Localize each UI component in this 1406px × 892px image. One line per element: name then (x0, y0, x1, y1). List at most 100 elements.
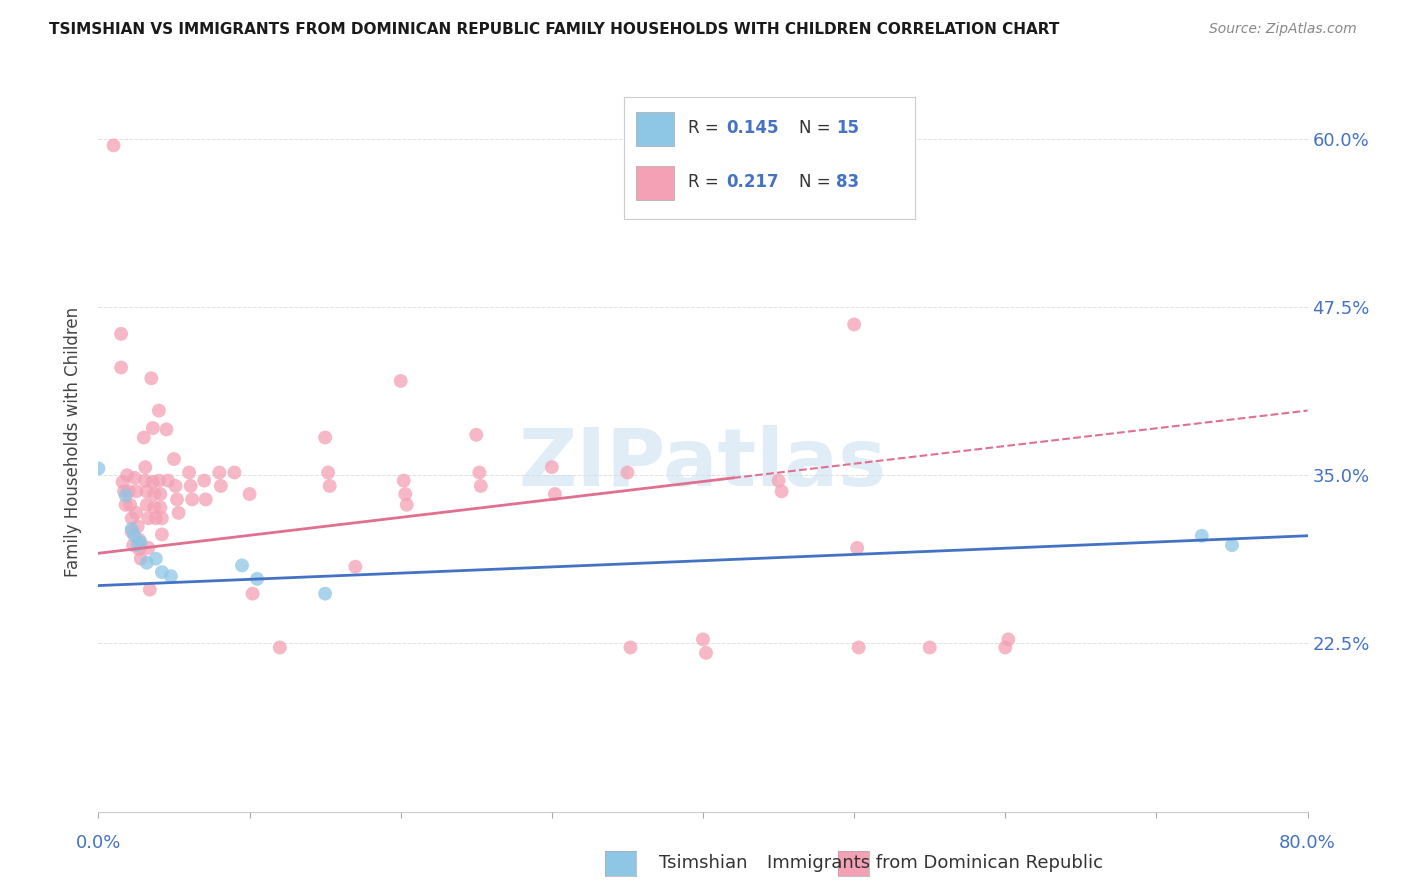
Point (148, 474, 170, 488)
Point (180, 479, 202, 493)
Point (134, 460, 156, 475)
Point (122, 538, 145, 552)
Point (110, 360, 132, 375)
Point (103, 138, 125, 153)
Point (134, 474, 156, 488)
Point (125, 506, 148, 520)
Point (994, 640, 1017, 655)
Point (114, 498, 136, 512)
Point (163, 452, 186, 467)
Point (141, 371, 163, 385)
Point (142, 421, 165, 435)
Point (619, 640, 641, 655)
Point (389, 374, 412, 388)
Text: ZIPatlas: ZIPatlas (519, 425, 887, 503)
Point (470, 479, 492, 493)
Point (135, 556, 157, 570)
Point (468, 466, 491, 480)
Point (544, 487, 567, 501)
Y-axis label: Family Households with Children: Family Households with Children (65, 307, 83, 576)
Point (394, 487, 416, 501)
Point (124, 529, 146, 543)
Point (149, 487, 172, 501)
Point (193, 474, 215, 488)
Point (112, 484, 135, 499)
Point (770, 484, 793, 499)
Text: 0.0%: 0.0% (76, 834, 121, 852)
Point (149, 500, 172, 515)
Point (115, 468, 138, 483)
Point (231, 558, 253, 573)
Point (344, 559, 367, 574)
Text: Tsimshian: Tsimshian (659, 855, 747, 872)
Point (150, 511, 173, 525)
Point (139, 582, 162, 597)
Point (768, 474, 790, 488)
Point (132, 430, 155, 444)
Point (143, 487, 166, 501)
Point (114, 488, 136, 502)
Point (395, 498, 418, 512)
Point (179, 466, 201, 480)
Point (844, 318, 866, 332)
Point (127, 538, 149, 552)
Point (166, 492, 188, 507)
Text: 80.0%: 80.0% (1279, 834, 1336, 852)
Point (121, 522, 143, 536)
Point (145, 551, 167, 566)
Point (165, 479, 187, 493)
Point (181, 492, 204, 507)
Point (125, 484, 148, 499)
Point (142, 475, 165, 489)
Point (136, 541, 159, 555)
Point (121, 511, 143, 525)
Point (314, 587, 336, 601)
Point (314, 430, 336, 444)
Point (111, 475, 134, 489)
Point (695, 646, 717, 660)
Point (224, 466, 246, 480)
Point (155, 422, 177, 436)
Point (392, 474, 415, 488)
Point (135, 484, 157, 499)
Point (110, 326, 132, 341)
Point (156, 474, 179, 488)
Text: Immigrants from Dominican Republic: Immigrants from Dominican Republic (768, 855, 1102, 872)
Point (848, 640, 870, 655)
Point (127, 519, 149, 533)
Point (124, 471, 146, 485)
Point (118, 484, 141, 499)
Point (87, 461, 110, 475)
Point (540, 460, 562, 475)
Point (167, 506, 190, 520)
Point (1220, 538, 1243, 552)
Point (150, 565, 173, 579)
Point (160, 569, 183, 583)
Point (208, 466, 231, 480)
Point (692, 632, 714, 647)
Text: Source: ZipAtlas.com: Source: ZipAtlas.com (1209, 22, 1357, 37)
Point (136, 511, 159, 525)
Point (145, 511, 167, 525)
Point (120, 498, 142, 512)
Point (121, 524, 143, 539)
Point (997, 632, 1019, 647)
Text: TSIMSHIAN VS IMMIGRANTS FROM DOMINICAN REPUBLIC FAMILY HOUSEHOLDS WITH CHILDREN : TSIMSHIAN VS IMMIGRANTS FROM DOMINICAN R… (49, 22, 1060, 37)
Point (129, 535, 152, 549)
Point (918, 640, 941, 655)
Point (209, 479, 232, 493)
Point (148, 403, 170, 417)
Point (128, 533, 150, 547)
Point (316, 466, 339, 480)
Point (1191, 529, 1213, 543)
Point (242, 587, 264, 601)
Point (128, 542, 150, 557)
Point (616, 466, 638, 480)
Point (246, 572, 269, 586)
Point (269, 640, 291, 655)
Point (239, 487, 262, 501)
Point (150, 527, 173, 541)
Point (129, 551, 152, 566)
Point (135, 498, 157, 512)
Point (318, 479, 340, 493)
